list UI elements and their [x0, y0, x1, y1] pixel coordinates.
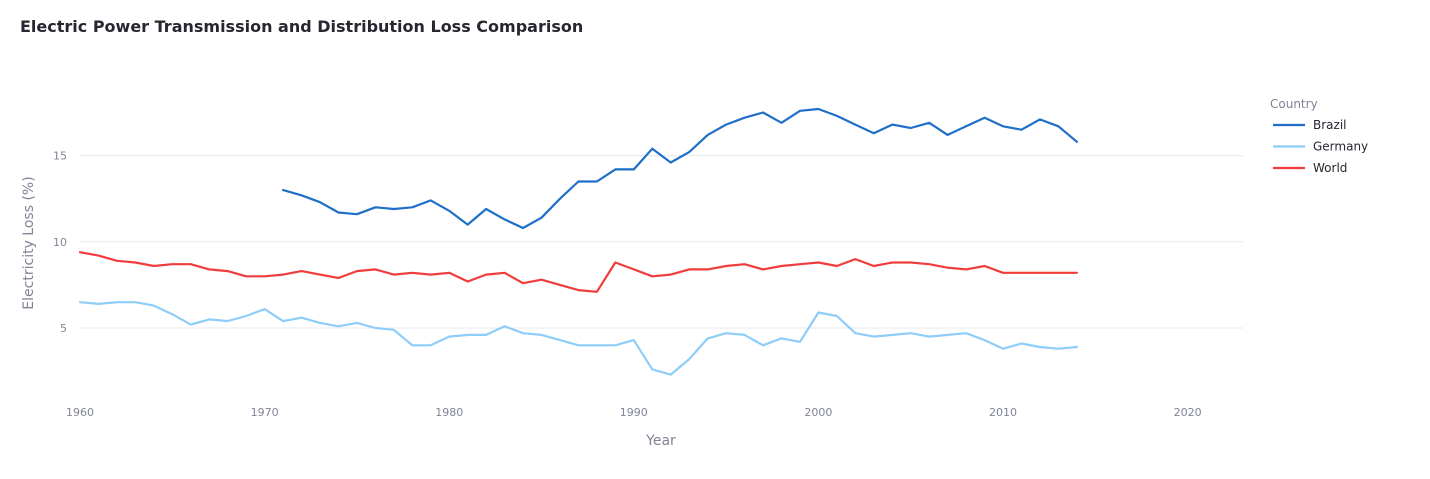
legend: Country Brazil Germany World: [1270, 97, 1368, 175]
x-axis-ticks: 1960 1970 1980 1990 2000 2010 2020: [66, 406, 1202, 419]
legend-label-world: World: [1313, 161, 1347, 175]
y-axis-title: Electricity Loss (%): [21, 176, 37, 309]
y-tick-label: 10: [53, 236, 67, 249]
grid-lines: [80, 155, 1243, 329]
series-lines: [78, 107, 1079, 376]
y-tick-label: 15: [53, 150, 67, 163]
x-tick-label: 1970: [251, 406, 279, 419]
series-line-brazil: [282, 107, 1079, 230]
legend-title: Country: [1270, 97, 1318, 111]
legend-label-brazil: Brazil: [1313, 118, 1347, 132]
x-axis-title: Year: [645, 433, 676, 449]
x-tick-label: 2000: [804, 406, 832, 419]
series-line-world: [78, 251, 1079, 293]
chart-title: Electric Power Transmission and Distribu…: [20, 17, 584, 36]
series-line-germany: [78, 301, 1079, 376]
x-tick-label: 1980: [435, 406, 463, 419]
x-tick-label: 1960: [66, 406, 94, 419]
y-axis-ticks: 5 10 15: [53, 150, 67, 335]
y-tick-label: 5: [60, 322, 67, 335]
x-tick-label: 1990: [620, 406, 648, 419]
x-tick-label: 2020: [1174, 406, 1202, 419]
x-tick-label: 2010: [989, 406, 1017, 419]
legend-label-germany: Germany: [1313, 140, 1368, 154]
